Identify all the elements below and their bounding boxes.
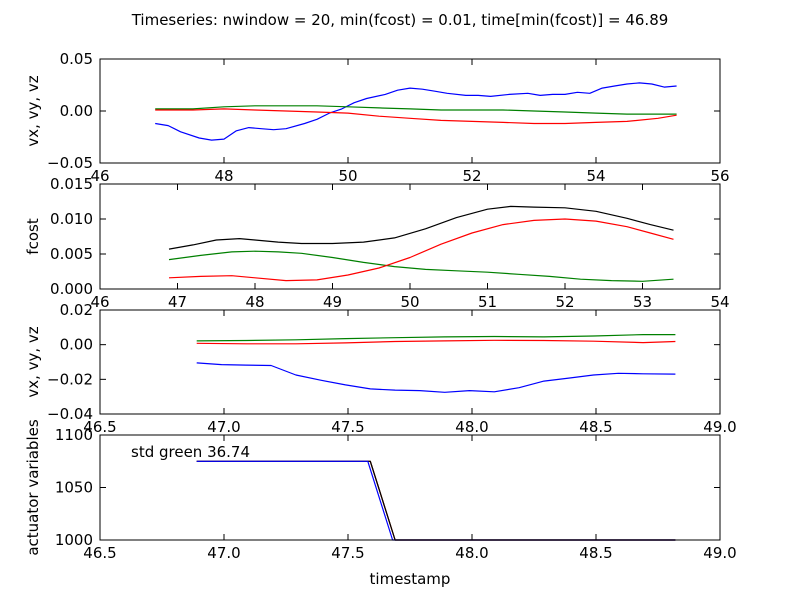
y-axis-label: fcost [24,218,42,255]
std-annotation: std green 36.74 [131,443,250,461]
subplot-2: 46 47 48 49 50 51 52 53 54 0.000 0.005 0.010 0.015 fc… [24,175,730,311]
y-tick-label: 0.05 [60,50,93,68]
series-line-red [168,218,674,282]
y-tick-label: 1000 [55,531,93,549]
y-axis-label: vx, vy, vz [24,326,42,397]
series-line-green [196,460,676,541]
series-line-red [196,339,676,345]
y-tick-label: 0.015 [50,175,93,193]
y-tick-label: 0.005 [50,245,93,263]
x-tick-label: 47.5 [331,544,364,562]
x-tick-label: 54 [710,293,729,311]
y-axis-label: actuator variables [24,419,42,556]
x-tick-label: 48 [214,167,233,185]
plot-frame [99,58,721,164]
x-tick-label: 52 [462,167,481,185]
y-tick-label: −0.05 [47,154,93,172]
x-tick-label: 48.0 [455,418,488,436]
series-line-green [168,250,674,282]
series-line-black [168,205,674,250]
x-tick-label: 48.5 [579,544,612,562]
x-tick-label: 49 [323,293,342,311]
y-tick-label: 1100 [55,426,93,444]
y-tick-label: 0.010 [50,210,93,228]
y-tick-label: 0.000 [50,280,93,298]
x-tick-label: 56 [710,167,729,185]
subplot-1: 46 48 50 52 54 56 −0.05 0.00 0.05 vx, vy, vz [24,50,730,185]
x-tick-label: 46.5 [83,544,116,562]
x-tick-label: 51 [478,293,497,311]
x-tick-label: 50 [400,293,419,311]
x-tick-label: 48.0 [455,544,488,562]
x-tick-label: 46 [90,293,109,311]
x-tick-label: 48 [245,293,264,311]
series-line-blue [155,82,677,141]
x-tick-label: 47.0 [207,544,240,562]
series-line-black [196,460,676,541]
series-line-green [155,105,677,115]
y-tick-label: 1050 [55,479,93,497]
series-line-green [196,334,676,342]
y-tick-label: −0.04 [47,405,93,423]
x-tick-label: 46.5 [83,418,116,436]
x-tick-label: 47.0 [207,418,240,436]
y-axis-label: vx, vy, vz [24,75,42,146]
series-line-red [196,460,676,541]
subplot-3: 46.5 47.0 47.5 48.0 48.5 49.0 −0.04 −0.02 0.00 0.… [24,301,737,436]
series-line-red [155,108,677,125]
x-axis-label: timestamp [370,570,451,588]
y-tick-label: 0.00 [60,102,93,120]
y-tick-label: 0.00 [60,336,93,354]
x-tick-label: 54 [586,167,605,185]
series-line-blue [196,460,676,541]
y-tick-label: −0.02 [47,370,93,388]
series-line-blue [196,362,676,393]
x-tick-label: 48.5 [579,418,612,436]
y-tick-label: 0.02 [60,301,93,319]
plot-frame [99,309,721,415]
figure-title: Timeseries: nwindow = 20, min(fcost) = 0… [131,11,669,29]
x-tick-label: 46 [90,167,109,185]
x-tick-label: 53 [633,293,652,311]
x-tick-label: 47 [168,293,187,311]
x-tick-label: 47.5 [331,418,364,436]
x-tick-label: 52 [555,293,574,311]
plot-frame [99,183,721,290]
x-tick-label: 50 [338,167,357,185]
x-tick-label: 49.0 [703,544,736,562]
x-tick-label: 49.0 [703,418,736,436]
subplot-4: 46.5 47.0 47.5 48.0 48.5 49.0 1000 1050 1100 actu… [24,419,737,588]
